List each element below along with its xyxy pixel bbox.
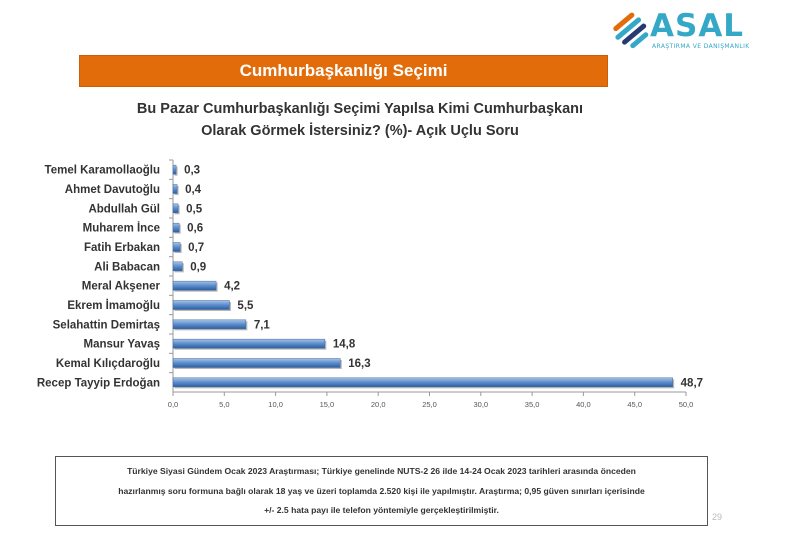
value-label: 0,9 (190, 261, 206, 273)
category-label: Ekrem İmamoğlu (67, 299, 160, 312)
note-line-2: hazırlanmış soru formuna bağlı olarak 18… (118, 485, 645, 496)
bar (172, 358, 341, 368)
x-tick-label: 50,0 (679, 400, 694, 409)
bar (172, 377, 673, 388)
category-label: Fatih Erbakan (84, 242, 160, 254)
question-line-2: Olarak Görmek İstersiniz? (%)- Açık Uçlu… (201, 123, 519, 139)
asal-logo: ASAL ARAŞTIRMA VE DANIŞMANLIK (612, 8, 762, 54)
x-tick-label: 5,0 (219, 400, 229, 409)
logo-tagline: ARAŞTIRMA VE DANIŞMANLIK (652, 43, 750, 50)
value-label: 14,8 (333, 339, 356, 351)
bar (172, 222, 180, 233)
x-tick-label: 45,0 (627, 400, 642, 409)
chart-bars: Temel Karamollaoğlu 0,3 Ahmet Davutoğlu 0,4… (37, 165, 703, 390)
methodology-note: Türkiye Siyasi Gündem Ocak 2023 Araştırm… (55, 456, 708, 526)
value-label: 4,2 (224, 281, 240, 293)
value-label: 7,1 (254, 319, 271, 331)
value-label: 16,3 (348, 358, 370, 370)
bar (172, 338, 326, 349)
note-line-1: Türkiye Siyasi Gündem Ocak 2023 Araştırm… (127, 466, 636, 476)
asal-logo-icon (613, 12, 649, 49)
category-label: Meral Akşener (82, 281, 161, 293)
value-label: 0,3 (184, 165, 200, 177)
logo-wordmark: ASAL (650, 8, 745, 44)
question-line-1: Bu Pazar Cumhurbaşkanlığı Seçimi Yapılsa… (136, 101, 584, 117)
value-label: 0,7 (188, 242, 204, 254)
page-number: 29 (712, 512, 723, 522)
category-label: Temel Karamollaoğlu (45, 165, 160, 177)
value-label: 0,4 (185, 184, 202, 196)
category-label: Abdullah Gül (88, 203, 160, 215)
bar (172, 319, 247, 330)
bar (172, 184, 178, 194)
category-label: Recep Tayyip Erdoğan (37, 377, 160, 389)
bar (172, 280, 217, 291)
category-label: Selahattin Demirtaş (53, 319, 160, 331)
x-tick-label: 35,0 (525, 400, 540, 409)
category-label: Ali Babacan (94, 261, 160, 273)
category-label: Ahmet Davutoğlu (65, 184, 160, 196)
value-label: 48,7 (681, 377, 703, 389)
bar (172, 300, 230, 310)
value-label: 5,5 (237, 300, 254, 312)
category-label: Kemal Kılıçdaroğlu (56, 358, 160, 370)
x-tick-label: 10,0 (268, 400, 283, 409)
chart-axes: 0,0 5,0 10,0 15,0 20,0 25,0 30,0 35,0 40,0 45,0 50… (168, 159, 694, 409)
x-tick-label: 25,0 (422, 400, 437, 409)
bar (172, 164, 177, 175)
chart-question: Bu Pazar Cumhurbaşkanlığı Seçimi Yapılsa… (80, 98, 640, 142)
category-label: Muharem İnce (83, 222, 160, 235)
bar (172, 203, 179, 214)
title-banner: Cumhurbaşkanlığı Seçimi (79, 55, 608, 87)
x-tick-label: 0,0 (168, 400, 178, 409)
x-tick-label: 15,0 (320, 400, 335, 409)
value-label: 0,5 (186, 203, 203, 215)
x-tick-label: 40,0 (576, 400, 591, 409)
note-line-3: +/- 2.5 hata payı ile telefon yöntemiyle… (264, 505, 499, 515)
category-label: Mansur Yavaş (83, 339, 160, 351)
x-tick-label: 20,0 (371, 400, 386, 409)
bar (172, 242, 181, 252)
bar (172, 261, 183, 272)
value-label: 0,6 (187, 223, 203, 235)
x-tick-label: 30,0 (473, 400, 488, 409)
